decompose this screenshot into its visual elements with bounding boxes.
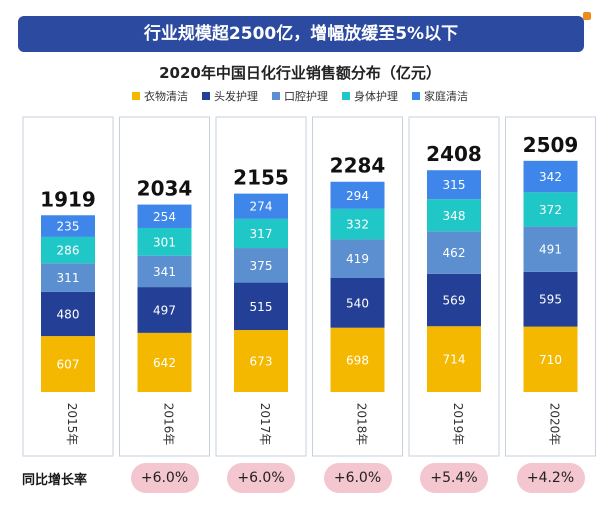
total-label: 2509	[523, 133, 579, 157]
chart-legend: 衣物清洁 头发护理 口腔护理 身体护理 家庭清洁	[0, 87, 600, 105]
segment-label: 235	[57, 220, 80, 234]
bar-segment	[427, 273, 481, 327]
bar-segment	[234, 193, 288, 219]
segment-label: 698	[346, 353, 369, 367]
legend-label: 衣物清洁	[144, 90, 188, 103]
bar-segment	[41, 236, 95, 264]
total-label: 1919	[40, 187, 96, 211]
total-label: 2034	[137, 177, 193, 201]
growth-rate-pill: +6.0%	[130, 463, 199, 493]
bar-segment	[41, 336, 95, 392]
bar-segment	[523, 226, 578, 272]
segment-label: 607	[57, 358, 80, 372]
growth-rate-label: 同比增长率	[22, 473, 88, 488]
bar-segment	[523, 192, 578, 227]
segment-label: 714	[443, 353, 466, 367]
bar-segment	[523, 271, 578, 327]
bar-segment	[427, 199, 481, 232]
bar-segment	[330, 181, 385, 209]
bar-segment	[523, 326, 578, 392]
growth-rate-pill: +5.4%	[420, 463, 488, 493]
legend-swatch	[412, 92, 420, 100]
growth-rate-pill: +6.0%	[323, 463, 392, 493]
category-label: 2018年	[355, 403, 369, 446]
headline-banner: 行业规模超2500亿，增幅放缓至5%以下	[18, 16, 584, 52]
segment-label: 294	[346, 189, 369, 203]
segment-label: 372	[539, 203, 562, 217]
bar-segment	[137, 332, 192, 392]
chart-title: 2020年中国日化行业销售额分布（亿元）	[159, 64, 441, 82]
corner-accent	[583, 12, 591, 20]
segment-label: 462	[443, 246, 466, 260]
bar-segment	[427, 170, 481, 200]
bar-segment	[523, 160, 578, 193]
total-label: 2408	[426, 142, 482, 166]
bar-segment	[330, 239, 385, 278]
total-label: 2155	[233, 166, 289, 190]
segment-label: 348	[443, 209, 466, 223]
legend-item: 家庭清洁	[412, 87, 468, 105]
bar-segment	[330, 277, 385, 328]
segment-label: 342	[539, 170, 562, 184]
segment-label: 491	[539, 243, 562, 257]
segment-label: 540	[346, 296, 369, 310]
bar-segment	[234, 248, 288, 283]
segment-label: 595	[539, 293, 562, 307]
bar-segment	[330, 208, 385, 240]
segment-label: 274	[250, 200, 273, 214]
bar-segment	[41, 215, 95, 237]
segment-label: 419	[346, 252, 369, 266]
bar-segment	[234, 282, 288, 331]
bar-segment	[330, 327, 385, 392]
bar-segment	[427, 326, 481, 392]
segment-label: 515	[250, 300, 273, 314]
segment-label: 311	[57, 271, 80, 285]
legend-swatch	[132, 92, 140, 100]
segment-label: 315	[443, 178, 466, 192]
legend-item: 头发护理	[202, 87, 258, 105]
bar-segment	[41, 263, 95, 292]
segment-label: 254	[153, 210, 176, 224]
segment-label: 286	[57, 244, 80, 258]
category-label: 2020年	[548, 403, 562, 446]
segment-label: 710	[539, 353, 562, 367]
bar-segment	[234, 330, 288, 392]
legend-label: 家庭清洁	[424, 90, 468, 103]
category-label: 2019年	[451, 403, 465, 446]
legend-item: 口腔护理	[272, 87, 328, 105]
growth-rate-pill: +6.0%	[227, 463, 295, 493]
bar-segment	[137, 204, 192, 228]
bar-segment	[41, 291, 95, 337]
segment-label: 341	[153, 265, 176, 279]
legend-label: 身体护理	[354, 90, 398, 103]
category-label: 2016年	[162, 403, 176, 446]
segment-label: 301	[153, 235, 176, 249]
category-label: 2017年	[258, 403, 272, 446]
segment-label: 480	[57, 307, 80, 321]
category-label: 2015年	[65, 403, 79, 446]
total-label: 2284	[330, 154, 386, 178]
bar-segment	[137, 287, 192, 333]
legend-swatch	[272, 92, 280, 100]
legend-label: 头发护理	[214, 90, 258, 103]
segment-label: 569	[443, 294, 466, 308]
bar-segment	[427, 231, 481, 274]
growth-rate-pill: +4.2%	[516, 463, 585, 493]
legend-swatch	[342, 92, 350, 100]
segment-label: 642	[153, 356, 176, 370]
bar-segment	[234, 218, 288, 249]
legend-label: 口腔护理	[284, 90, 328, 103]
segment-label: 332	[346, 218, 369, 232]
legend-item: 身体护理	[342, 87, 398, 105]
segment-label: 317	[250, 227, 273, 241]
segment-label: 375	[250, 259, 273, 273]
legend-item: 衣物清洁	[132, 87, 188, 105]
bar-segment	[137, 227, 192, 256]
legend-swatch	[202, 92, 210, 100]
segment-label: 673	[250, 355, 273, 369]
bar-segment	[137, 255, 192, 288]
segment-label: 497	[153, 303, 176, 317]
